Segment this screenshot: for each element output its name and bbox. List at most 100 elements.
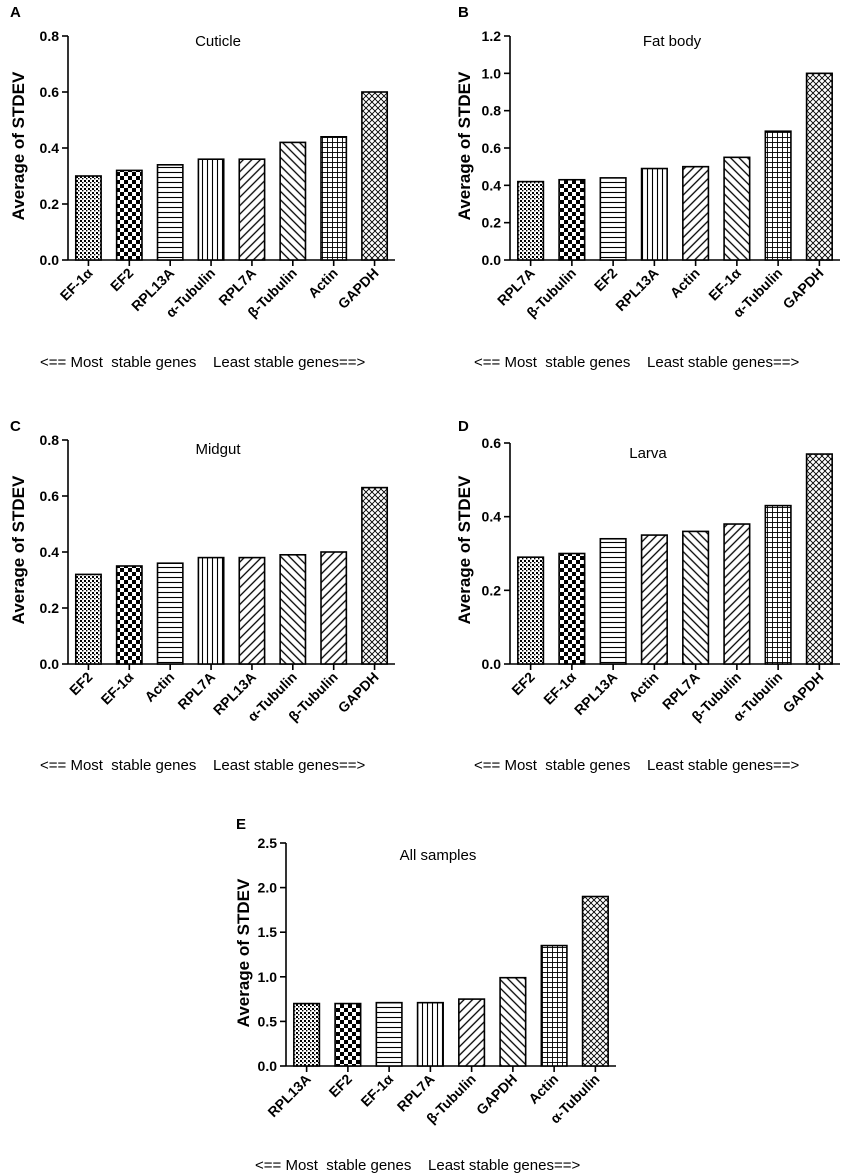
y-tick-label: 1.2 [482,28,502,44]
bar-4 [682,530,710,665]
bar-1 [115,565,143,665]
stability-caption: <== Most stable genes Least stable genes… [40,757,365,774]
bar-5 [279,141,307,261]
bar-6 [320,551,348,665]
y-axis-label: Average of STDEV [9,71,28,220]
y-tick-label: 0.4 [40,544,60,560]
panel-letter: C [10,418,21,435]
bar-6 [764,504,792,665]
y-tick-label: 1.0 [482,65,502,81]
y-tick-label: 0.2 [40,196,60,212]
bar-7 [581,895,609,1067]
bar-7 [361,486,389,665]
y-tick-label: 0.8 [40,432,60,448]
chart-panel-e: E All samples Average of STDEV 0.0 0.5 1.0 1.5… [234,816,616,1174]
y-tick-label: 0.8 [482,103,502,119]
panel-letter: A [10,4,21,21]
y-axis-label: Average of STDEV [234,878,253,1027]
y-tick-label: 0.0 [40,656,60,672]
x-tick-label: GAPDH [473,1071,520,1118]
y-tick-label: 0.4 [40,140,60,156]
chart-panel-a: A Cuticle Average of STDEV 0.0 0.2 0.4 0.6 0.8 E… [9,4,395,371]
x-tick-label: Actin [141,669,177,705]
y-tick-label: 0.6 [482,140,502,156]
bar-0 [293,1002,321,1067]
x-tick-label: RPL13A [264,1071,313,1120]
bar-7 [361,91,389,261]
bar-4 [682,165,710,261]
y-tick-label: 0.4 [482,509,502,525]
x-tick-label: EF2 [326,1071,356,1101]
bar-1 [334,1002,362,1067]
x-tick-label: GAPDH [779,265,826,312]
bar-4 [458,998,486,1067]
bar-2 [375,1001,403,1067]
bar-5 [499,976,527,1067]
bar-2 [599,177,627,261]
x-tick-label: GAPDH [779,669,826,716]
bar-3 [640,534,668,665]
bar-0 [74,573,102,665]
x-tick-label: EF-1α [540,669,579,708]
chart-panel-b: B Fat body Average of STDEV 0.0 0.2 0.4 0.6 0.8… [455,4,840,371]
chart-title: All samples [400,847,477,864]
y-tick-label: 0.6 [40,84,60,100]
chart-title: Fat body [643,33,702,50]
chart-panels: A Cuticle Average of STDEV 0.0 0.2 0.4 0.6 0.8 E… [9,4,840,1174]
y-axis-label: Average of STDEV [9,475,28,624]
y-tick-label: 0.2 [40,600,60,616]
x-tick-label: EF-1α [357,1071,396,1110]
y-tick-label: 0.6 [482,435,502,451]
y-tick-label: 0.0 [258,1058,278,1074]
y-tick-label: 0.2 [482,582,502,598]
x-tick-label: EF-1α [705,265,744,304]
bar-1 [115,169,143,261]
chart-panel-d: D Larva Average of STDEV 0.0 0.2 0.4 0.6 EF2 EF-… [455,418,840,774]
bar-5 [279,553,307,665]
y-tick-label: 0.0 [482,656,502,672]
x-tick-label: EF2 [66,669,96,699]
x-tick-label: Actin [667,265,703,301]
bar-3 [416,1001,444,1067]
x-tick-label: EF2 [508,669,538,699]
x-tick-label: EF-1α [98,669,137,708]
x-tick-label: RPL13A [571,669,620,718]
stability-caption: <== Most stable genes Least stable genes… [255,1157,580,1174]
bar-0 [517,556,545,665]
x-tick-label: RPL13A [612,265,661,314]
y-tick-label: 0.8 [40,28,60,44]
bar-2 [156,164,184,261]
x-tick-label: Actin [305,265,341,301]
bar-2 [599,537,627,665]
bar-4 [238,158,266,261]
x-tick-label: EF-1α [57,265,96,304]
bar-7 [805,453,833,665]
y-tick-label: 0.0 [40,252,60,268]
y-tick-label: 2.0 [258,880,278,896]
y-axis-label: Average of STDEV [455,71,474,220]
bar-6 [764,130,792,261]
chart-title: Larva [629,445,667,462]
panel-letter: E [236,816,246,833]
x-tick-label: Actin [625,669,661,705]
y-tick-label: 2.5 [258,835,278,851]
y-tick-label: 0.6 [40,488,60,504]
x-tick-label: EF2 [107,265,137,295]
bar-5 [723,523,751,665]
chart-title: Cuticle [195,33,241,50]
panel-letter: D [458,418,469,435]
stability-caption: <== Most stable genes Least stable genes… [474,354,799,371]
y-axis-label: Average of STDEV [455,475,474,624]
y-tick-label: 0.5 [258,1013,278,1029]
bar-4 [238,556,266,665]
stability-caption: <== Most stable genes Least stable genes… [474,757,799,774]
bar-2 [156,562,184,665]
y-tick-label: 1.5 [258,924,278,940]
bar-1 [558,552,586,665]
bar-3 [197,158,225,261]
bar-3 [197,556,225,665]
y-tick-label: 0.0 [482,252,502,268]
chart-title: Midgut [195,441,241,458]
bar-6 [320,136,348,261]
